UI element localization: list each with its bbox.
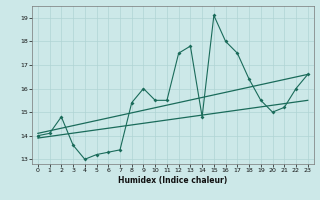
X-axis label: Humidex (Indice chaleur): Humidex (Indice chaleur) — [118, 176, 228, 185]
